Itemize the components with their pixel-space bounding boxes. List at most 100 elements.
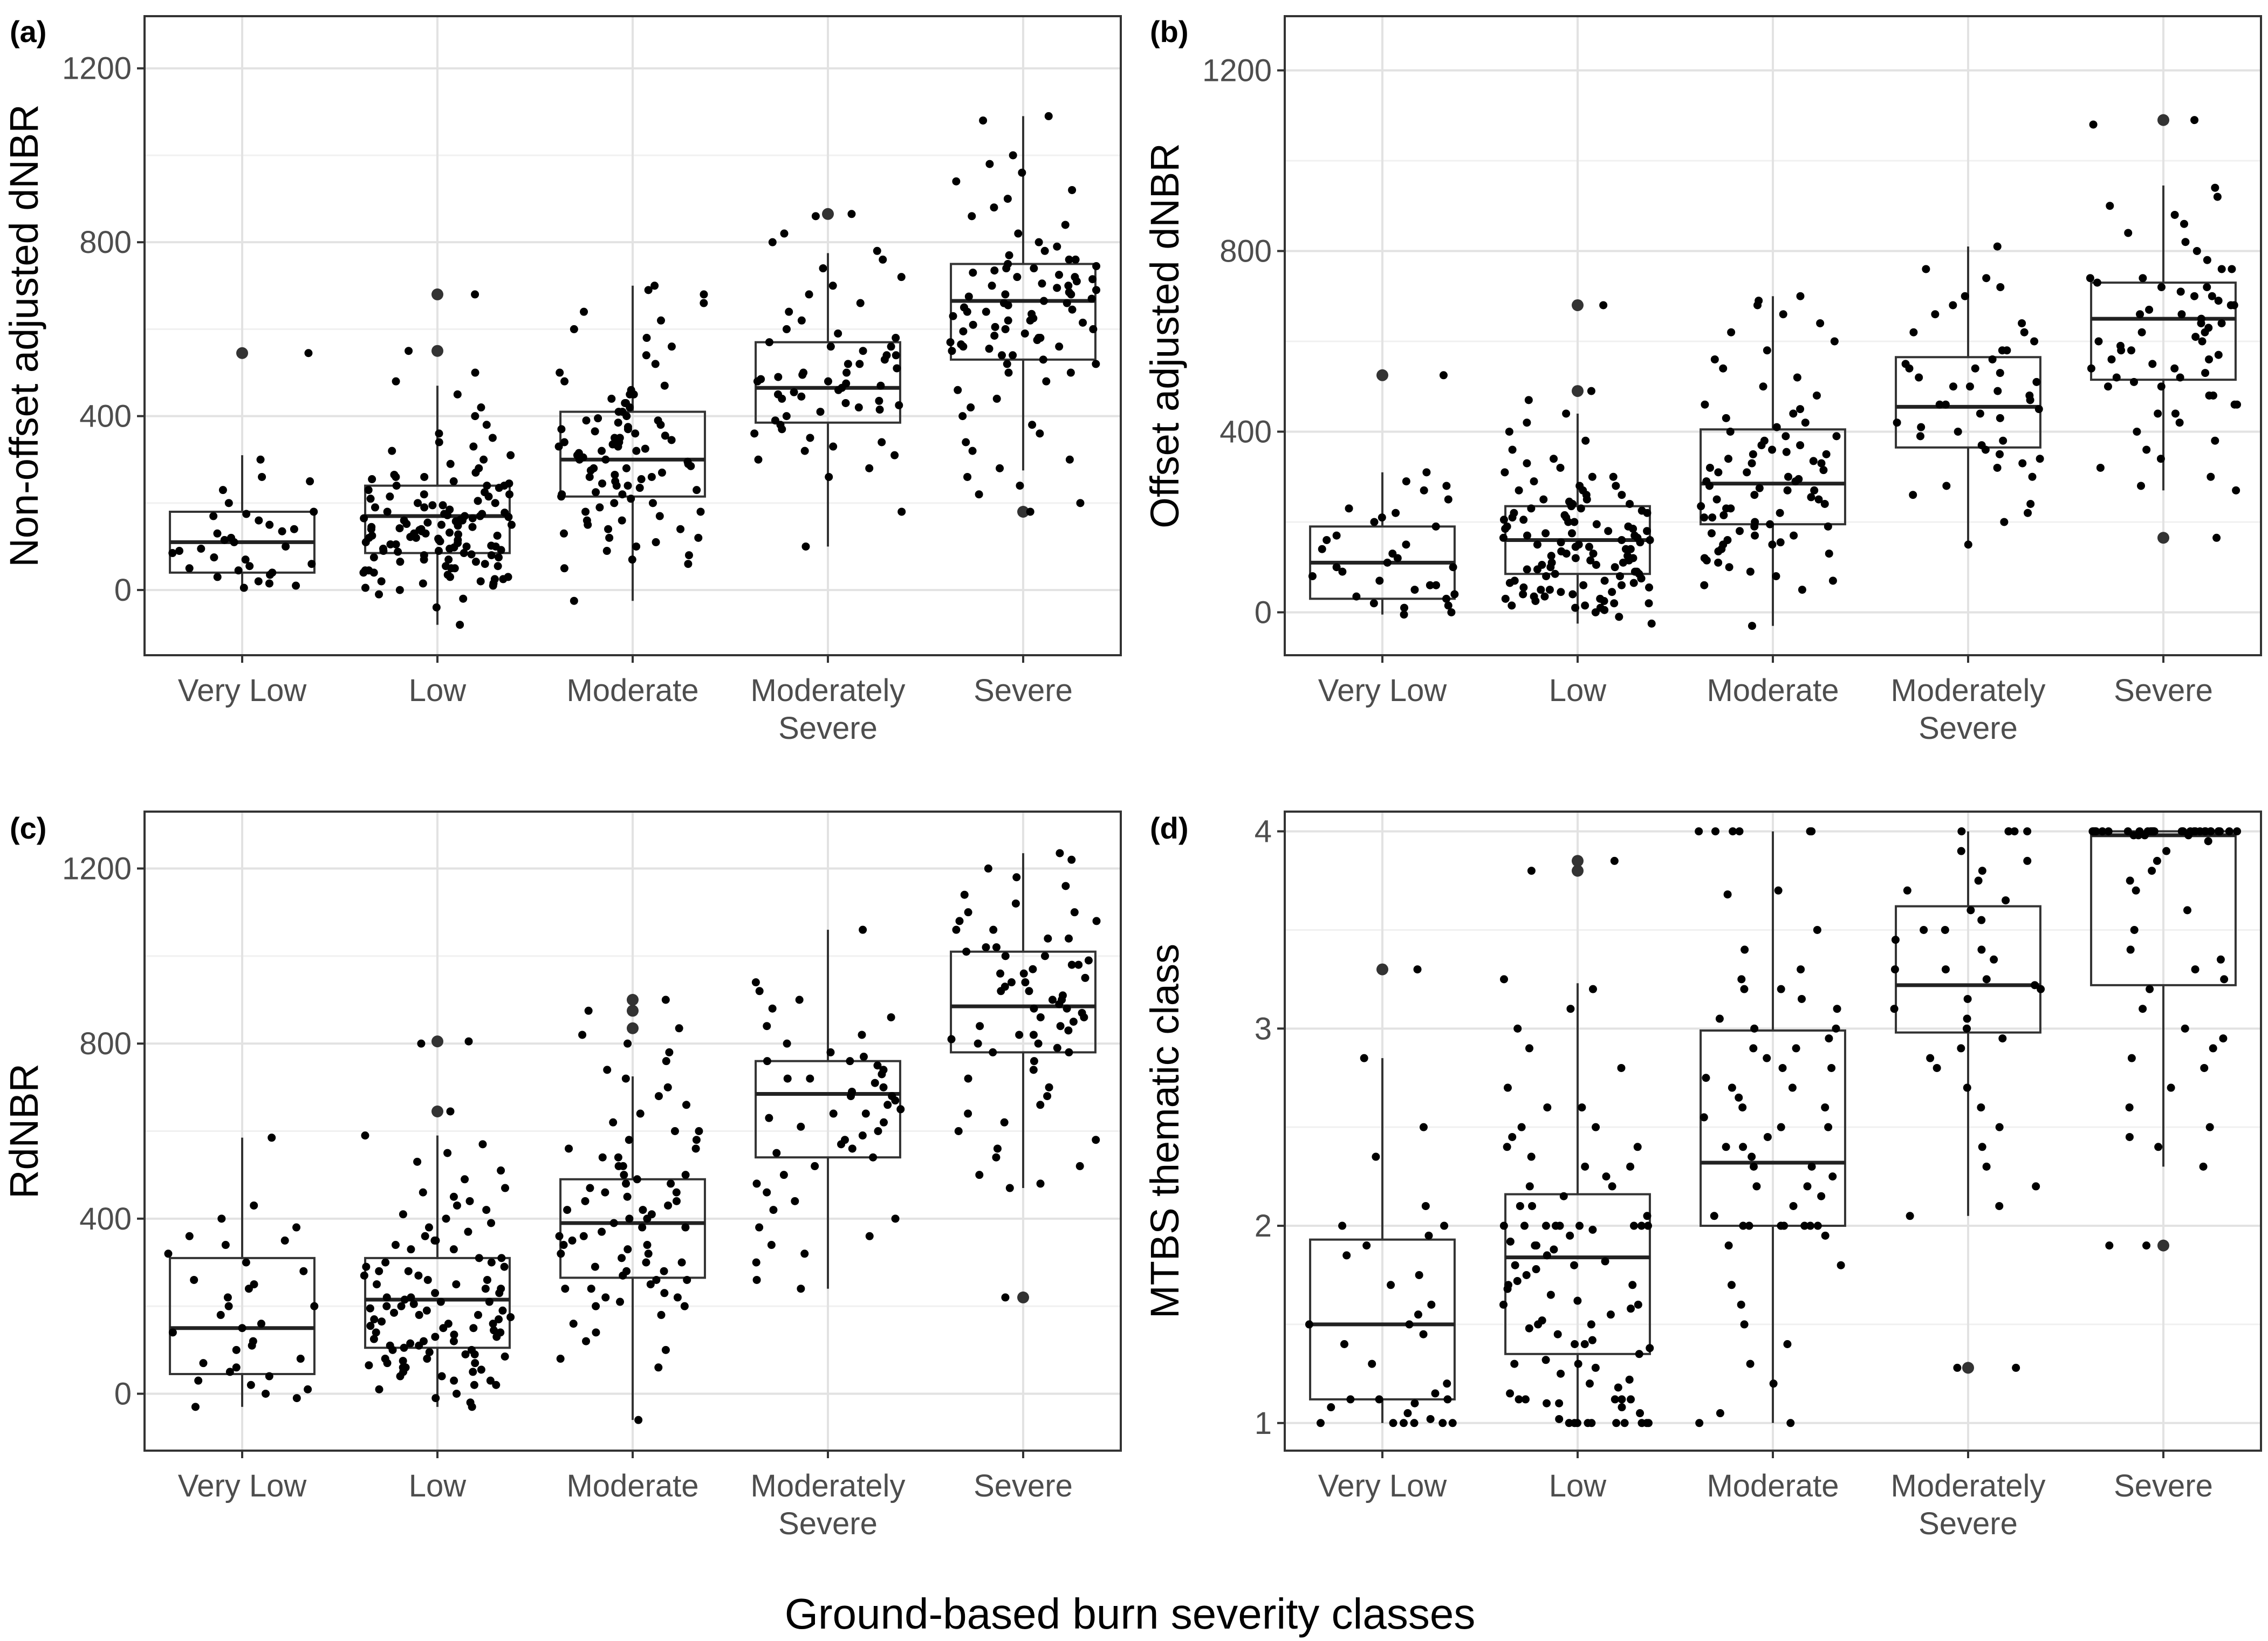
- point-low: [446, 1107, 455, 1116]
- point-moderately-severe: [875, 396, 883, 405]
- point-low: [1634, 1300, 1642, 1309]
- point-very-low: [185, 1232, 194, 1240]
- point-very-low: [1410, 586, 1419, 594]
- point-moderately-severe: [890, 451, 899, 459]
- point-very-low: [1338, 1221, 1347, 1230]
- point-low: [1618, 535, 1626, 544]
- point-moderate: [1828, 1172, 1837, 1181]
- point-low: [373, 1280, 381, 1289]
- point-very-low: [307, 560, 316, 568]
- outlier-moderate: [627, 1022, 639, 1034]
- point-moderate: [578, 1031, 587, 1039]
- point-severe: [1001, 1293, 1010, 1302]
- point-moderate: [1833, 1005, 1841, 1013]
- point-moderate: [662, 1057, 670, 1066]
- point-moderately-severe: [774, 373, 783, 381]
- point-low: [1562, 409, 1571, 418]
- point-moderately-severe: [1941, 400, 1950, 409]
- point-very-low: [216, 1310, 225, 1319]
- y-tick-label: 4: [1255, 814, 1272, 849]
- point-severe: [2190, 292, 2199, 300]
- point-low: [442, 1214, 450, 1223]
- panel-border: [143, 811, 1122, 1452]
- point-severe: [1043, 1092, 1052, 1101]
- point-very-low: [1323, 535, 1331, 544]
- point-very-low: [175, 547, 183, 555]
- point-moderate: [1786, 1419, 1795, 1427]
- point-very-low: [185, 564, 194, 573]
- point-severe: [1001, 290, 1010, 299]
- point-moderate: [554, 442, 563, 451]
- point-severe: [960, 890, 969, 899]
- point-very-low: [1444, 601, 1452, 610]
- point-moderately-severe: [1996, 369, 2004, 377]
- point-low: [449, 1337, 458, 1345]
- panel-border: [143, 15, 1122, 656]
- point-moderately-severe: [753, 377, 762, 386]
- point-very-low: [1426, 1415, 1435, 1423]
- outlier-very-low: [1376, 963, 1388, 976]
- point-severe: [2191, 965, 2200, 974]
- point-low: [1637, 574, 1646, 583]
- x-tick-label: Severe: [2114, 1468, 2213, 1503]
- point-severe: [2198, 337, 2207, 346]
- point-moderate: [1769, 1379, 1778, 1388]
- point-severe: [1063, 299, 1071, 307]
- point-severe: [2093, 278, 2101, 287]
- point-very-low: [296, 1355, 305, 1363]
- point-very-low: [225, 1368, 234, 1376]
- point-moderately-severe: [1961, 292, 1969, 300]
- point-low: [1628, 1281, 1637, 1289]
- box-severe: [2090, 281, 2237, 381]
- point-very-low: [1438, 1419, 1447, 1427]
- point-very-low: [1422, 468, 1431, 477]
- point-moderate: [1790, 531, 1798, 540]
- point-low: [1587, 387, 1595, 395]
- point-severe: [976, 1022, 984, 1031]
- point-moderate: [1719, 511, 1728, 519]
- outlier-severe: [2157, 1239, 2169, 1252]
- point-moderately-severe: [1982, 1162, 1991, 1171]
- point-low: [1508, 601, 1516, 610]
- point-severe: [1069, 1018, 1078, 1026]
- point-very-low: [1413, 965, 1422, 974]
- point-severe: [2107, 355, 2116, 363]
- point-very-low: [265, 1372, 273, 1381]
- x-tick-label: Severe: [974, 673, 1073, 708]
- point-moderate: [1806, 827, 1814, 836]
- point-moderate: [1722, 414, 1730, 422]
- point-moderate: [1702, 1074, 1710, 1082]
- point-very-low: [1383, 558, 1392, 567]
- point-moderately-severe: [846, 1057, 854, 1066]
- point-severe: [1067, 855, 1076, 864]
- point-moderately-severe: [2024, 509, 2032, 517]
- y-axis-label: MTBS thematic class: [1142, 944, 1187, 1319]
- point-moderately-severe: [871, 1079, 879, 1087]
- point-moderate: [591, 427, 599, 436]
- point-very-low: [1387, 1281, 1395, 1289]
- point-low: [1499, 1221, 1508, 1230]
- point-very-low: [265, 579, 273, 588]
- point-severe: [1053, 284, 1061, 292]
- point-moderately-severe: [790, 388, 798, 396]
- point-moderately-severe: [1996, 283, 2005, 291]
- point-moderately-severe: [1909, 328, 1918, 337]
- point-severe: [1067, 960, 1076, 969]
- point-moderate: [684, 560, 693, 568]
- point-low: [1521, 1395, 1530, 1404]
- y-tick-label: 1200: [62, 51, 132, 86]
- point-low: [497, 1166, 505, 1175]
- point-low: [1525, 1044, 1533, 1053]
- point-moderately-severe: [805, 290, 813, 299]
- point-severe: [991, 322, 999, 331]
- y-tick-label: 3: [1255, 1011, 1272, 1046]
- point-low: [1556, 463, 1565, 472]
- point-severe: [975, 490, 983, 499]
- point-low: [1568, 590, 1577, 599]
- point-low: [1525, 1324, 1533, 1333]
- point-severe: [992, 1153, 1001, 1162]
- point-moderate: [609, 1118, 618, 1127]
- point-severe: [2233, 827, 2242, 836]
- point-low: [506, 451, 515, 459]
